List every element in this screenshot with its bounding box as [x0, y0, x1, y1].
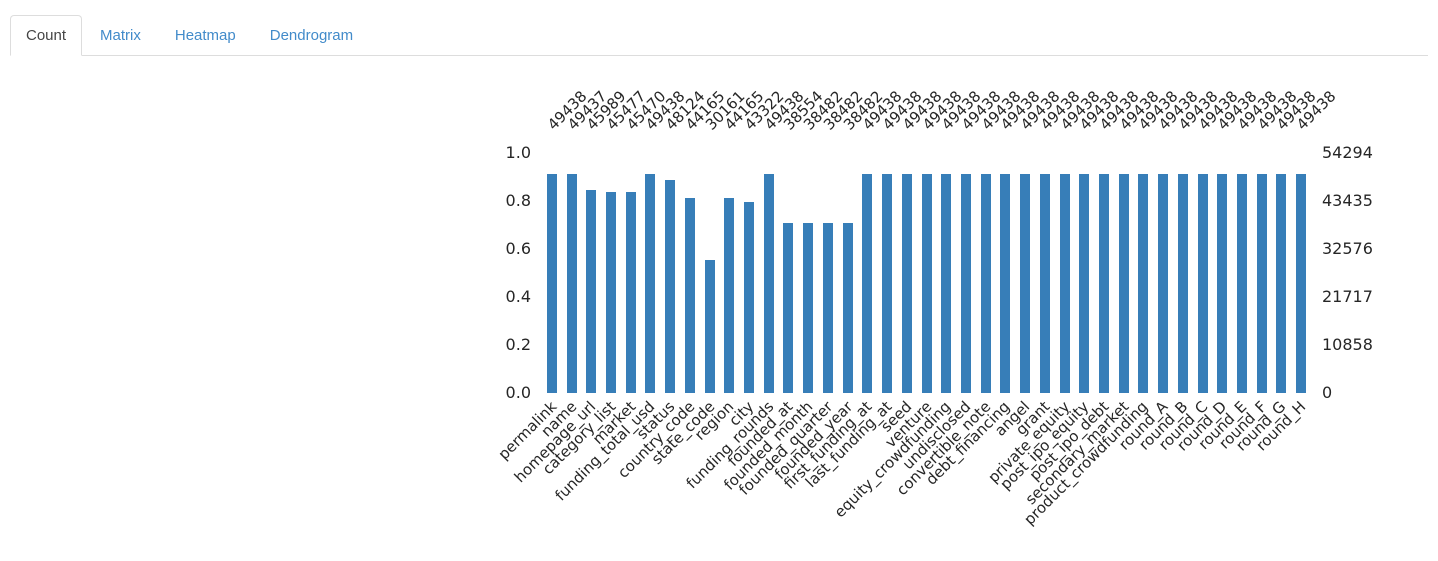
bar	[1079, 174, 1090, 393]
bar	[1217, 174, 1228, 393]
bar	[1276, 174, 1287, 393]
bar	[1000, 174, 1011, 393]
y-axis-tick-left: 0.8	[505, 191, 531, 210]
y-axis-tick-right: 10858	[1322, 335, 1373, 354]
bar	[1177, 174, 1188, 393]
y-axis-tick-left: 0.2	[505, 335, 531, 354]
bar	[1138, 174, 1149, 393]
bar	[1098, 174, 1109, 393]
y-axis-tick-left: 0.0	[505, 383, 531, 402]
bar	[546, 174, 557, 393]
y-axis-tick-right: 32576	[1322, 239, 1373, 258]
bar	[704, 259, 715, 393]
bar	[921, 174, 932, 393]
missing-count-bar-chart: 49438 permalink 49437 name 45989 homepage_url…	[0, 60, 1438, 560]
y-axis-tick-right: 0	[1322, 383, 1333, 402]
bar	[724, 197, 735, 393]
bar	[862, 174, 873, 393]
bar	[1118, 174, 1129, 393]
bar	[980, 174, 991, 393]
bar	[1158, 174, 1169, 393]
bar	[1020, 174, 1031, 393]
bar	[1296, 174, 1307, 393]
bar	[744, 201, 755, 393]
tab-matrix[interactable]: Matrix	[84, 15, 157, 56]
y-axis-tick-right: 21717	[1322, 287, 1373, 306]
bar	[1197, 174, 1208, 393]
tab-count[interactable]: Count	[10, 15, 83, 56]
bar	[645, 174, 656, 393]
bar	[665, 180, 676, 393]
bar	[1059, 174, 1070, 393]
bar	[842, 222, 853, 393]
y-axis-tick-right: 43435	[1322, 191, 1373, 210]
bar	[1236, 174, 1247, 393]
y-axis-tick-left: 0.4	[505, 287, 531, 306]
y-axis-tick-left: 1.0	[505, 143, 531, 162]
bar	[783, 222, 794, 393]
bar	[586, 189, 597, 393]
bar	[1256, 174, 1267, 393]
tab-heatmap[interactable]: Heatmap	[159, 15, 252, 56]
bar	[763, 174, 774, 393]
bar	[941, 174, 952, 393]
bar	[803, 222, 814, 393]
bar	[822, 222, 833, 393]
bar	[901, 174, 912, 393]
bar	[625, 192, 636, 393]
bar	[566, 174, 577, 393]
tab-bar: Count Matrix Heatmap Dendrogram	[10, 15, 1428, 56]
y-axis-tick-left: 0.6	[505, 239, 531, 258]
y-axis-tick-right: 54294	[1322, 143, 1373, 162]
bar	[606, 191, 616, 393]
bar	[1039, 174, 1050, 393]
bar	[684, 197, 695, 393]
bar	[882, 174, 893, 393]
bar	[960, 174, 971, 393]
tab-dendrogram[interactable]: Dendrogram	[254, 15, 369, 56]
